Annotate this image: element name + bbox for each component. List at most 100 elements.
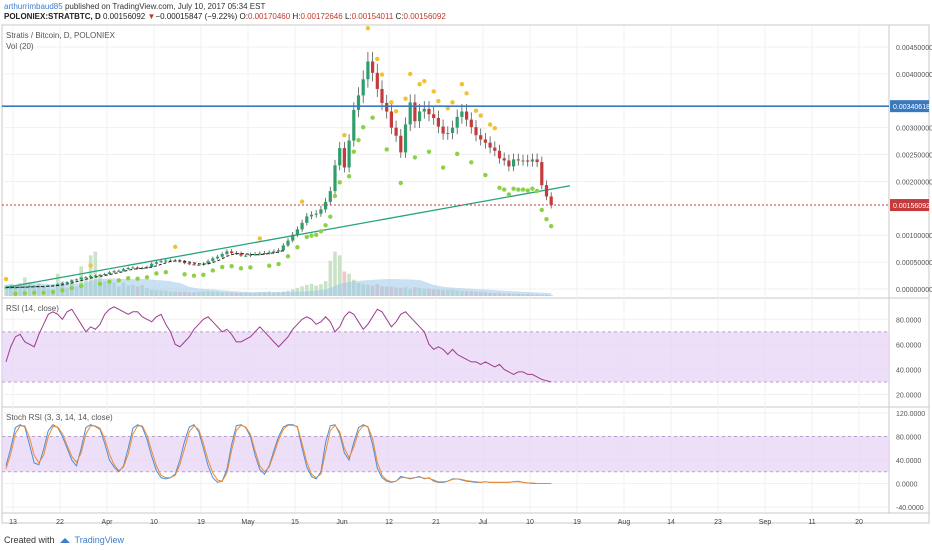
rsi-tick-label: 60.0000 — [896, 342, 921, 349]
rsi-tick-label: 40.0000 — [896, 367, 921, 374]
candle-up — [117, 270, 121, 272]
sar-dot-green — [32, 290, 37, 296]
time-tick-label: Jun — [336, 519, 347, 526]
candle-up — [418, 111, 422, 122]
candle-down — [483, 139, 487, 143]
volume-label: Vol (20) — [6, 42, 34, 51]
sar-dot-yellow — [173, 244, 178, 249]
candle-up — [305, 216, 309, 223]
sar-dot-green — [191, 273, 197, 278]
candle-up — [338, 148, 342, 166]
candle-up — [197, 264, 201, 266]
author-link[interactable]: arthurrimbaud85 — [4, 2, 63, 11]
symbol-label: POLONIEX:STRATBTC, D — [4, 12, 101, 21]
price-tick-label: 0.00000000 — [896, 287, 932, 294]
sar-dot-green — [163, 269, 168, 275]
candle-down — [413, 102, 417, 122]
candle-up — [314, 213, 318, 215]
sar-dot-green — [295, 245, 300, 250]
sar-dot-green — [511, 186, 516, 191]
sar-dot-green — [516, 187, 521, 192]
price-tick-label: 0.00200000 — [896, 179, 932, 186]
candle-down — [544, 185, 549, 197]
sar-dot-yellow — [257, 236, 262, 241]
ohlc-line: POLONIEX:STRATBTC, D 0.00156092 ▼−0.0001… — [4, 12, 446, 21]
candles — [4, 51, 553, 289]
candle-down — [469, 119, 473, 128]
resistance-label-box — [890, 100, 929, 113]
volume-bar — [309, 283, 314, 296]
last-price: 0.00156092 — [102, 12, 146, 21]
candle-down — [549, 196, 553, 206]
sar-dot-green — [238, 266, 244, 271]
sar-dot-yellow — [473, 108, 479, 113]
sar-dot-yellow — [478, 113, 483, 118]
candle-down — [488, 142, 492, 148]
sar-dot-yellow — [464, 91, 469, 96]
candle-up — [112, 271, 116, 273]
sar-dot-green — [210, 268, 215, 273]
candle-down — [497, 150, 502, 159]
candle-up — [154, 262, 158, 264]
stoch-plot — [2, 424, 889, 485]
price-lines: 0.00340618 0.00156092 — [2, 100, 930, 212]
price-tick-label: 0.00100000 — [896, 233, 932, 240]
candle-up — [206, 261, 210, 264]
resistance-label: 0.00340618 — [893, 104, 930, 111]
sar-dot-green — [154, 271, 159, 276]
candle-up — [446, 133, 450, 135]
sar-dot-green — [318, 229, 324, 234]
candle-down — [136, 267, 140, 269]
tradingview-link[interactable]: TradingView — [74, 535, 125, 545]
sar-dot-green — [323, 223, 328, 228]
price-tick-label: 0.00450000 — [896, 45, 932, 52]
price-tick-label: 0.00050000 — [896, 260, 932, 267]
time-tick-label: 14 — [667, 519, 675, 526]
sar-dot-yellow — [379, 72, 385, 77]
candle-up — [244, 255, 248, 257]
sar-dot-green — [440, 165, 446, 170]
sar-dot-green — [506, 192, 512, 197]
candle-up — [352, 109, 356, 141]
sar-dot-yellow — [342, 132, 347, 138]
candle-down — [474, 127, 478, 136]
publish-line: arthurrimbaud85 published on TradingView… — [4, 2, 265, 11]
candle-up — [103, 273, 107, 276]
sar-dot-green — [267, 263, 272, 268]
sar-dot-green — [304, 234, 309, 240]
candle-up — [32, 286, 36, 288]
sar-dot-green — [497, 185, 502, 191]
candle-down — [385, 102, 389, 112]
open-label: O: — [239, 12, 248, 21]
sar-dot-yellow — [436, 98, 441, 104]
sar-dot-green — [356, 137, 361, 143]
sar-dot-green — [328, 214, 333, 219]
volume-bar — [79, 266, 83, 296]
trendline-layer[interactable] — [5, 185, 571, 289]
sar-dot-green — [544, 216, 549, 222]
last-price-label-box — [890, 199, 929, 212]
rsi-title: RSI (14, close) — [6, 304, 59, 313]
candle-down — [507, 160, 511, 167]
candle-down — [540, 162, 544, 186]
sar-dot-green — [229, 263, 234, 269]
candle-up — [319, 209, 323, 214]
time-tick-label: May — [241, 519, 255, 526]
down-arrow-icon: ▼ — [147, 12, 156, 21]
volume-ma-area — [6, 278, 552, 296]
sar-dot-yellow — [445, 106, 450, 111]
candle-up — [23, 286, 27, 288]
sar-dot-green — [337, 180, 342, 185]
sar-dot-green — [41, 290, 46, 296]
candle-down — [239, 253, 243, 256]
sar-dot-green — [13, 291, 18, 296]
candle-up — [159, 261, 163, 263]
footer: Created with TradingView — [4, 535, 124, 545]
candle-up — [84, 277, 88, 279]
volume-bar — [300, 286, 304, 296]
sar-dot-green — [469, 160, 474, 165]
rsi-plot — [2, 306, 889, 383]
sar-dot-green — [309, 233, 314, 238]
sar-dot-green — [534, 188, 540, 194]
